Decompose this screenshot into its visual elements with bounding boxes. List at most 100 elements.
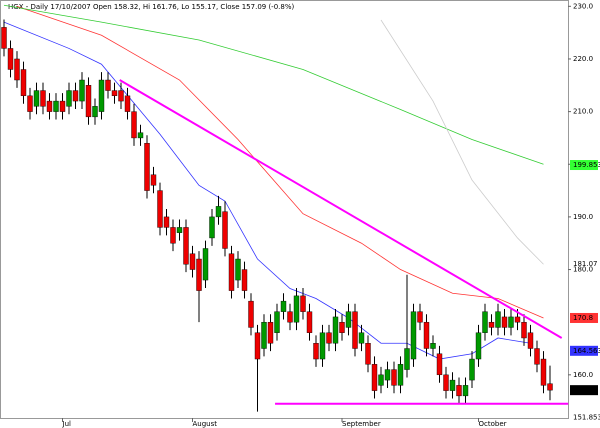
candle-body: [482, 311, 488, 333]
price-label: 151.853: [573, 414, 600, 422]
candle-body: [326, 332, 332, 344]
candle-body: [527, 332, 534, 349]
candle-body: [7, 48, 14, 70]
candle-body: [170, 227, 176, 244]
candle-body: [378, 374, 384, 386]
candle-body: [508, 316, 514, 328]
trendline: [119, 79, 563, 339]
candle-body: [118, 90, 124, 102]
candle-body: [456, 385, 462, 397]
moving-average: [380, 19, 544, 265]
candle-body: [267, 321, 274, 344]
candle-body: [124, 95, 131, 112]
candle-body: [365, 343, 371, 365]
candle-body: [40, 90, 46, 107]
candle-body: [345, 311, 352, 328]
candle-body: [163, 216, 170, 228]
candle-body: [306, 311, 313, 333]
candle-body: [339, 321, 345, 333]
x-tick-label: Jul: [62, 420, 72, 428]
candle-body: [189, 253, 196, 270]
y-tick-label: 210.0: [573, 108, 593, 116]
candle-body: [176, 227, 183, 233]
candle-body: [319, 332, 326, 360]
candle-body: [150, 174, 157, 186]
price-label-box: [570, 160, 598, 171]
candle-body: [488, 321, 495, 328]
candle-body: [79, 79, 85, 102]
candle-body: [215, 206, 222, 218]
price-label: 199.853: [573, 161, 600, 169]
x-tick-label: September: [342, 420, 381, 428]
candle-body: [443, 374, 449, 391]
candle-body: [436, 353, 443, 376]
candle-body: [202, 248, 209, 281]
candle-body: [287, 311, 293, 323]
candle-body: [92, 106, 98, 118]
candle-body: [85, 85, 92, 118]
candle-body: [300, 295, 306, 312]
moving-average: [3, 4, 544, 165]
candle-body: [534, 348, 540, 365]
candle-body: [33, 90, 40, 107]
candle-body: [358, 332, 365, 344]
candle-body: [449, 379, 456, 391]
price-label: 170.8: [573, 314, 593, 322]
price-label: 181.07: [573, 260, 598, 268]
candle-body: [222, 211, 228, 249]
y-tick-label: 220.0: [573, 55, 593, 63]
plot-frame: [0, 0, 569, 419]
candle-body: [72, 90, 79, 102]
y-tick-label: 160.0: [573, 371, 593, 379]
price-label: 157.09: [573, 386, 598, 394]
x-tick-label: October: [479, 420, 507, 428]
candle-body: [14, 58, 20, 81]
candle-body: [66, 90, 72, 107]
candle-body: [46, 100, 53, 112]
candle-body: [352, 311, 358, 349]
price-label: 164.563: [573, 347, 600, 355]
candle-body: [384, 369, 391, 381]
candle-body: [469, 358, 475, 381]
candle-body: [410, 311, 417, 360]
price-label-box: [570, 345, 598, 356]
candle-body: [332, 316, 339, 344]
candle-body: [501, 316, 508, 328]
candle-body: [183, 227, 189, 265]
candle-body: [196, 258, 202, 291]
candle-body: [261, 321, 267, 349]
candle-body: [404, 348, 410, 370]
candle-body: [254, 332, 261, 360]
x-tick-label: August: [193, 420, 218, 428]
candle-body: [274, 311, 280, 333]
candle-body: [280, 300, 287, 312]
candle-body: [27, 95, 33, 112]
candle-body: [98, 79, 105, 112]
candle-body: [475, 332, 482, 360]
chart-title: HGX - Daily 17/10/2007 Open 158.32, Hi 1…: [8, 3, 294, 11]
candle-body: [313, 343, 319, 360]
candle-body: [111, 90, 118, 97]
candle-body: [514, 316, 521, 323]
candle-body: [157, 190, 163, 228]
candle-body: [20, 69, 27, 97]
candle-body: [417, 311, 423, 323]
y-tick-label: 230.0: [573, 2, 593, 10]
candle-body: [228, 253, 235, 291]
candle-body: [1, 27, 7, 49]
candle-body: [59, 100, 66, 112]
y-tick-label: 190.0: [573, 213, 593, 221]
candle-body: [540, 358, 547, 386]
candle-body: [241, 269, 248, 291]
candle-body: [430, 343, 436, 349]
y-tick-label: 180.0: [573, 266, 593, 274]
candle-body: [235, 258, 241, 281]
candle-body: [137, 132, 144, 139]
candle-body: [397, 364, 404, 386]
candle-body: [371, 364, 378, 391]
candle-body: [423, 321, 430, 349]
candle-body: [248, 300, 254, 328]
candle-body: [462, 385, 469, 397]
moving-average: [16, 5, 544, 319]
